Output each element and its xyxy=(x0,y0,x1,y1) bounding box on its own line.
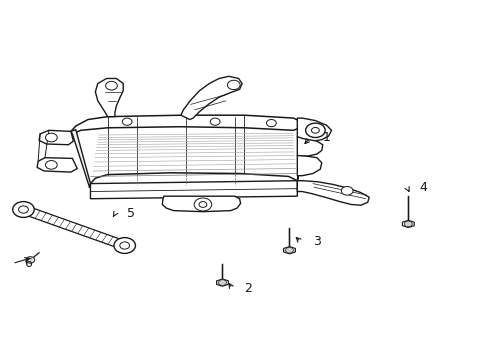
Circle shape xyxy=(26,257,35,263)
Circle shape xyxy=(404,221,411,227)
Text: 3: 3 xyxy=(312,235,320,248)
Polygon shape xyxy=(90,181,297,199)
Circle shape xyxy=(210,118,220,125)
Circle shape xyxy=(227,80,240,90)
Polygon shape xyxy=(39,130,73,145)
Polygon shape xyxy=(95,78,123,117)
Polygon shape xyxy=(37,158,77,172)
Circle shape xyxy=(105,81,117,90)
Circle shape xyxy=(305,123,325,138)
Polygon shape xyxy=(89,173,297,189)
Circle shape xyxy=(199,202,206,207)
Circle shape xyxy=(194,198,211,211)
Circle shape xyxy=(311,127,319,133)
Polygon shape xyxy=(162,196,240,212)
Polygon shape xyxy=(297,137,322,156)
Circle shape xyxy=(341,186,352,195)
Circle shape xyxy=(266,120,276,127)
Circle shape xyxy=(19,206,28,213)
Circle shape xyxy=(13,202,34,217)
Polygon shape xyxy=(71,115,303,134)
Text: 1: 1 xyxy=(322,131,330,144)
Text: 2: 2 xyxy=(244,282,252,295)
Circle shape xyxy=(114,238,135,253)
Polygon shape xyxy=(402,220,413,228)
Text: 5: 5 xyxy=(127,207,135,220)
Polygon shape xyxy=(216,279,228,286)
Polygon shape xyxy=(181,76,242,120)
Polygon shape xyxy=(297,118,331,141)
Text: 6: 6 xyxy=(24,257,32,270)
Circle shape xyxy=(122,118,132,125)
Polygon shape xyxy=(297,156,321,176)
Circle shape xyxy=(120,242,129,249)
Polygon shape xyxy=(71,130,90,187)
Circle shape xyxy=(285,247,293,253)
Polygon shape xyxy=(297,181,368,205)
Polygon shape xyxy=(283,247,295,254)
Polygon shape xyxy=(297,122,304,185)
Circle shape xyxy=(45,161,57,169)
Polygon shape xyxy=(21,206,127,249)
Circle shape xyxy=(45,133,57,142)
Text: 4: 4 xyxy=(419,181,427,194)
Circle shape xyxy=(218,280,226,285)
